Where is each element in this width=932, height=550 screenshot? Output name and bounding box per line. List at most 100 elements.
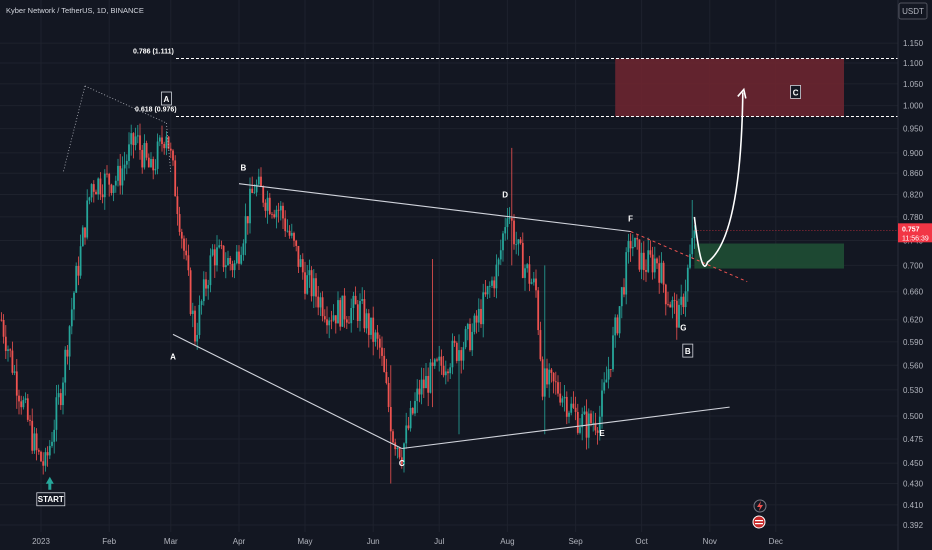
candle-body <box>108 173 111 185</box>
candle-body <box>466 323 469 330</box>
candle-body <box>638 239 641 270</box>
candle-body <box>480 308 482 325</box>
candle-body <box>141 149 144 168</box>
candle-body <box>616 317 619 334</box>
candle-body <box>541 359 544 397</box>
candle-body <box>400 457 403 465</box>
candle-body <box>574 407 577 412</box>
candle-body <box>172 150 174 161</box>
bolt-icon[interactable] <box>753 499 767 513</box>
candle-body <box>557 382 559 394</box>
boxed-wave-label: A <box>164 95 170 104</box>
candle-body <box>165 136 168 149</box>
y-tick-label: 0.530 <box>903 386 924 395</box>
candle-body <box>211 249 214 256</box>
candle-body <box>194 310 196 342</box>
candle-body <box>376 332 379 339</box>
candle-body <box>240 254 243 264</box>
forecast-arrow <box>693 92 744 267</box>
candle-body <box>627 241 630 253</box>
candle-body <box>317 296 320 308</box>
candle-body <box>420 379 423 395</box>
y-tick-label: 0.900 <box>903 149 924 158</box>
candle-body <box>620 287 623 307</box>
events-flag-icon[interactable] <box>752 515 766 529</box>
candle-body <box>636 237 639 240</box>
candle-body <box>660 262 663 283</box>
candle-body <box>462 347 465 361</box>
candle-body <box>510 218 513 221</box>
candle-body <box>585 411 588 438</box>
candle-body <box>86 200 89 238</box>
currency-button[interactable]: USDT <box>898 2 928 20</box>
candle-body <box>299 259 302 267</box>
y-tick-label: 0.450 <box>903 459 924 468</box>
candle-body <box>191 310 194 314</box>
countdown-value: 11:56:39 <box>902 235 929 242</box>
candle-body <box>524 268 526 278</box>
candle-body <box>491 280 493 286</box>
candle-body <box>625 252 628 295</box>
candle-body <box>275 209 278 218</box>
candle-body <box>363 299 366 329</box>
boxed-label-frame <box>160 91 172 106</box>
candle-body <box>601 390 603 417</box>
zones <box>615 58 844 269</box>
candles <box>0 123 696 484</box>
x-tick-label: Dec <box>769 537 783 546</box>
wave-label: G <box>680 324 686 333</box>
candle-body <box>99 178 102 195</box>
candle-body <box>508 218 511 219</box>
candle-body <box>385 371 388 383</box>
candle-body <box>686 267 689 292</box>
candle-body <box>515 244 518 246</box>
candle-body <box>539 330 542 360</box>
y-tick-label: 0.620 <box>903 316 924 325</box>
y-tick-label: 0.860 <box>903 169 924 178</box>
currency-label: USDT <box>902 7 924 16</box>
boxed-label-frame <box>790 85 801 99</box>
candle-body <box>180 231 183 239</box>
y-tick-label: 0.700 <box>903 261 924 270</box>
candle-body <box>163 143 166 149</box>
candle-body <box>328 320 331 326</box>
start-label: START <box>38 495 64 504</box>
candle-body <box>213 249 216 266</box>
candle-body <box>607 369 610 380</box>
candle-body <box>673 300 676 301</box>
candle-body <box>189 270 192 314</box>
candle-body <box>288 230 291 236</box>
candle-body <box>519 239 522 243</box>
x-tick-label: Sep <box>568 537 583 546</box>
candle-body <box>238 251 240 264</box>
candle-body <box>497 259 500 265</box>
candle-body <box>345 319 348 323</box>
candle-body <box>154 168 157 171</box>
candle-body <box>257 176 260 185</box>
target-zone <box>615 58 844 117</box>
candle-body <box>381 347 383 356</box>
candle-body <box>31 420 34 451</box>
candle-body <box>286 230 289 232</box>
candle-body <box>396 447 399 450</box>
candle-body <box>689 254 691 268</box>
x-tick-label: May <box>297 537 312 546</box>
boxed-wave-label: C <box>793 88 799 97</box>
candle-body <box>656 258 658 264</box>
candle-body <box>609 369 612 370</box>
candle-body <box>403 443 405 465</box>
candle-body <box>312 278 315 297</box>
candle-body <box>563 396 566 399</box>
candle-body <box>119 165 122 186</box>
candle-body <box>565 396 568 417</box>
candle-body <box>59 393 62 406</box>
candle-body <box>73 292 75 310</box>
candle-body <box>70 309 73 327</box>
x-tick-label: Mar <box>164 537 178 546</box>
candle-body <box>550 369 553 373</box>
candle-body <box>614 317 617 336</box>
candle-body <box>579 427 581 433</box>
candle-body <box>374 332 377 342</box>
candle-body <box>603 382 606 391</box>
